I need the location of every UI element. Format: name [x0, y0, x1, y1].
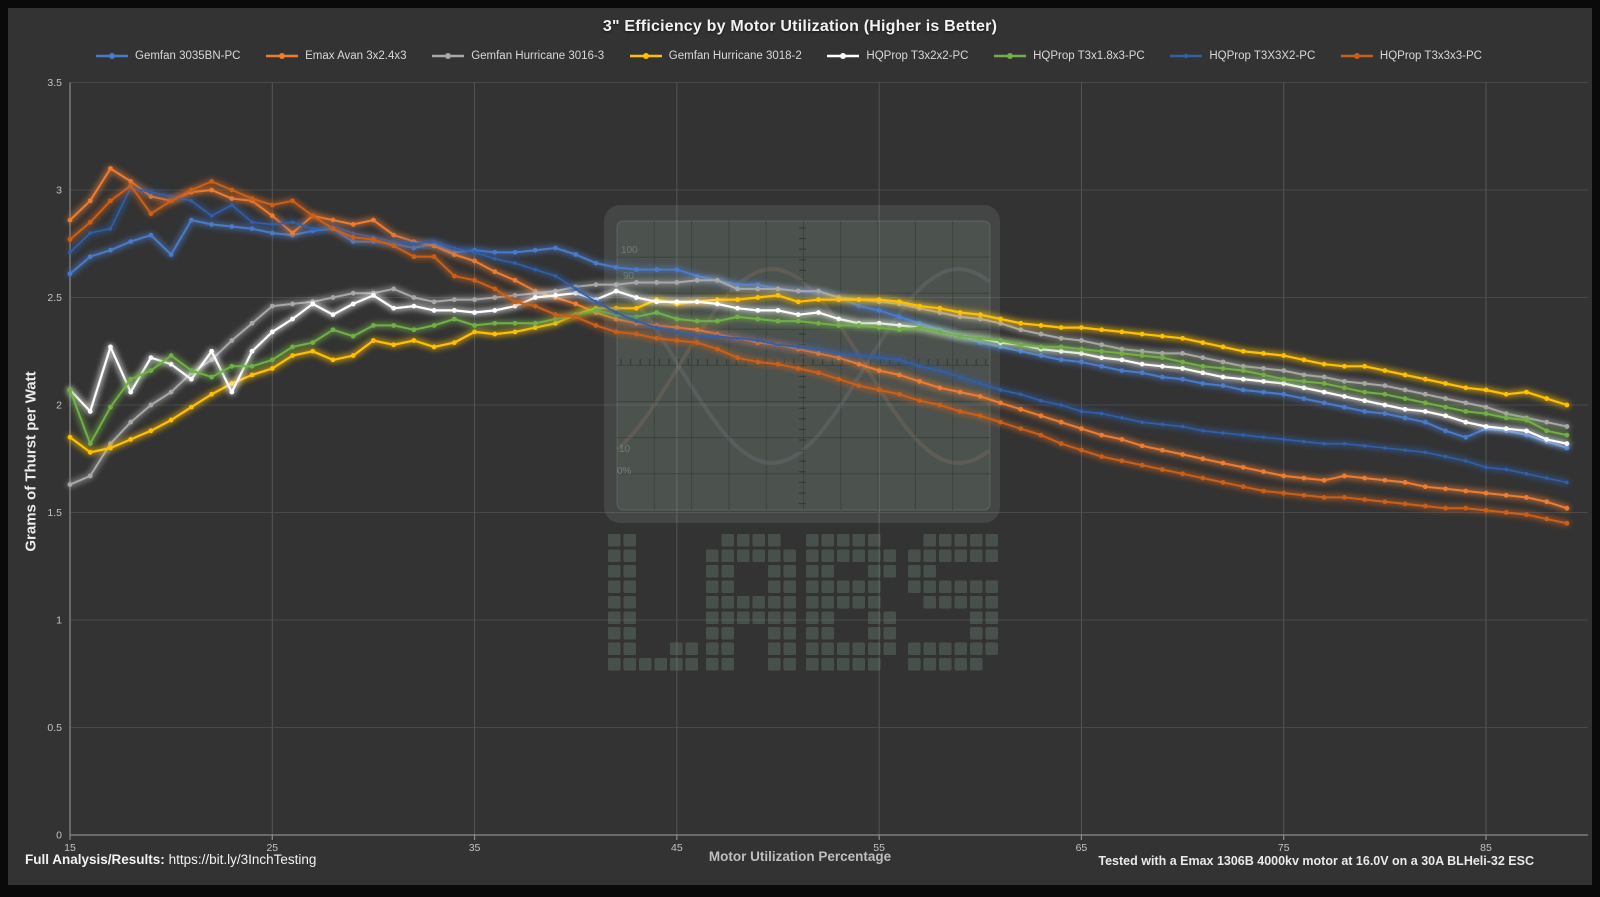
legend-marker-gemfan-hurricane-3018-2	[629, 53, 662, 59]
svg-text:55: 55	[873, 842, 885, 854]
legend-item-hqprop-t3x2x2-pc[interactable]: HQProp T3x2x2-PC	[827, 50, 968, 62]
analysis-link-label: Full Analysis/Results:	[25, 852, 165, 867]
legend-item-emax-avan-3x2-4x3[interactable]: Emax Avan 3x2.4x3	[266, 50, 407, 62]
series-hqprop-t3x3x3-pc	[67, 179, 1570, 526]
svg-text:3.5: 3.5	[47, 77, 62, 89]
svg-text:3: 3	[56, 185, 62, 197]
svg-text:1.5: 1.5	[47, 507, 62, 519]
legend-label-hqprop-t3x2x2-pc: HQProp T3x2x2-PC	[866, 50, 969, 62]
legend-label-hqprop-t3x3x2-pc: HQProp T3X3X2-PC	[1209, 50, 1316, 62]
legend-item-gemfan-3035bn-pc[interactable]: Gemfan 3035BN-PC	[96, 50, 240, 62]
legend-item-hqprop-t3x3x3-pc[interactable]: HQProp T3x3x3-PC	[1340, 50, 1482, 62]
analysis-url[interactable]: https://bit.ly/3InchTesting	[168, 852, 317, 867]
svg-text:25: 25	[266, 842, 278, 854]
svg-text:75: 75	[1278, 842, 1290, 854]
svg-text:0%: 0%	[617, 466, 632, 477]
series-gemfan-hurricane-3016-3	[67, 277, 1570, 487]
labs-watermark: 100 90 10 0%	[604, 205, 1000, 671]
plot-area: 100 90 10 0% 15 25 35 45 55 65 75 85 0 0.5 1 1.5 2 2.5 3 3.…	[47, 77, 1588, 854]
test-setup-note: Tested with a Emax 1306B 4000kv motor at…	[1098, 854, 1534, 868]
svg-text:2: 2	[56, 400, 62, 412]
series-hqprop-t3x3x2-pc	[68, 186, 1569, 485]
analysis-link-line: Full Analysis/Results: https://bit.ly/3I…	[25, 852, 316, 867]
svg-text:45: 45	[671, 842, 683, 854]
svg-text:15: 15	[64, 842, 76, 854]
legend-label-gemfan-3035bn-pc: Gemfan 3035BN-PC	[135, 50, 241, 62]
tick-labels: 15 25 35 45 55 65 75 85 0 0.5 1 1.5 2 2.5 3 3.5	[47, 77, 1492, 854]
legend-marker-hqprop-t3x2x2-pc	[827, 53, 860, 59]
axes	[69, 82, 1588, 840]
svg-text:2.5: 2.5	[47, 292, 62, 304]
legend-marker-hqprop-t3x1-8x3-pc	[994, 53, 1027, 59]
legend-item-hqprop-t3x3x2-pc[interactable]: HQProp T3X3X2-PC	[1170, 50, 1315, 62]
legend-item-hqprop-t3x1-8x3-pc[interactable]: HQProp T3x1.8x3-PC	[994, 50, 1145, 62]
svg-text:90: 90	[623, 271, 635, 282]
chart-title: 3" Efficiency by Motor Utilization (High…	[602, 18, 998, 35]
legend-marker-gemfan-hurricane-3016-3	[432, 53, 465, 59]
svg-text:35: 35	[469, 842, 481, 854]
legend-label-hqprop-t3x3x3-pc: HQProp T3x3x3-PC	[1379, 50, 1482, 62]
legend-marker-hqprop-t3x3x2-pc	[1170, 53, 1203, 59]
chart-legend: Gemfan 3035BN-PC Emax Avan 3x2.4x3 Gemfan …	[96, 50, 1482, 62]
legend-marker-gemfan-3035bn-pc	[96, 53, 128, 59]
svg-text:85: 85	[1480, 842, 1492, 854]
legend-marker-emax-avan-3x2-4x3	[266, 53, 299, 59]
legend-label-gemfan-hurricane-3018-2: Gemfan Hurricane 3018-2	[668, 50, 802, 62]
svg-text:100: 100	[621, 245, 638, 256]
series-hqprop-t3x1-8x3-pc	[67, 308, 1570, 447]
legend-label-emax-avan-3x2-4x3: Emax Avan 3x2.4x3	[305, 50, 407, 62]
svg-text:65: 65	[1076, 842, 1088, 854]
legend-label-hqprop-t3x1-8x3-pc: HQProp T3x1.8x3-PC	[1033, 50, 1145, 62]
svg-text:0.5: 0.5	[47, 722, 62, 734]
legend-label-gemfan-hurricane-3016-3: Gemfan Hurricane 3016-3	[471, 50, 605, 62]
svg-text:0: 0	[56, 830, 62, 842]
svg-text:10: 10	[619, 444, 631, 455]
legend-item-gemfan-hurricane-3018-2[interactable]: Gemfan Hurricane 3018-2	[629, 50, 802, 62]
legend-item-gemfan-hurricane-3016-3[interactable]: Gemfan Hurricane 3016-3	[432, 50, 604, 62]
legend-marker-hqprop-t3x3x3-pc	[1340, 53, 1373, 59]
chart-canvas: 100 90 10 0% 15 25 35 45 55 65 75 85 0 0.5 1 1.5 2 2.5 3 3.…	[8, 8, 1592, 885]
svg-text:1: 1	[56, 615, 62, 627]
y-axis-title: Grams of Thurst per Watt	[22, 371, 40, 552]
x-axis-title: Motor Utilization Percentage	[708, 849, 892, 864]
